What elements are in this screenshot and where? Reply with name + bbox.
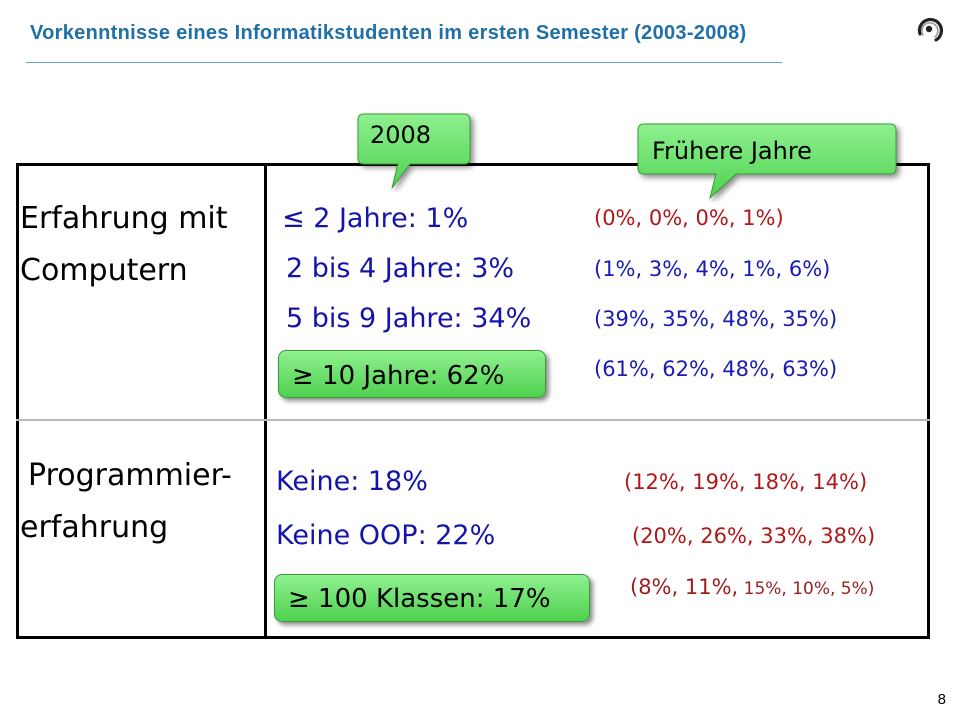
programming-exp-row-2-label: Keine OOP: 22% <box>276 520 496 551</box>
slide-title: Vorkenntnisse eines Informatikstudenten … <box>30 22 747 44</box>
computer-exp-row-1-earlier: (0%, 0%, 0%, 1%) <box>594 206 784 230</box>
callout-2008 <box>357 113 471 189</box>
programming-exp-row-2-earlier: (20%, 26%, 33%, 38%) <box>632 524 876 548</box>
programming-exp-row-1-earlier: (12%, 19%, 18%, 14%) <box>624 470 868 494</box>
computer-exp-row-4-label: ≥ 10 Jahre: 62% <box>292 361 505 391</box>
logo-icon <box>917 17 944 42</box>
programming-exp-row-1-label: Keine: 18% <box>276 466 428 497</box>
computer-exp-row-3-label: 5 bis 9 Jahre: 34% <box>286 303 532 334</box>
programming-experience-header: Programmier- erfahrung <box>20 458 232 545</box>
computer-exp-row-3-earlier: (39%, 35%, 48%, 35%) <box>594 307 838 331</box>
computer-exp-row-4-earlier: (61%, 62%, 48%, 63%) <box>594 357 838 381</box>
column-divider <box>264 163 267 639</box>
programming-exp-row-3-earlier: (8%, 11%, 15%, 10%, 5%) <box>630 575 875 599</box>
computer-exp-row-2-earlier: (1%, 3%, 4%, 1%, 6%) <box>594 257 831 281</box>
computer-experience-header: Erfahrung mit Computern <box>20 201 228 288</box>
title-divider <box>26 62 782 63</box>
highlight-100-classes <box>274 574 590 622</box>
callout-earlier-years <box>637 123 897 200</box>
highlight-10-years <box>278 350 546 398</box>
computer-exp-row-2-label: 2 bis 4 Jahre: 3% <box>286 253 515 284</box>
page-number: 8 <box>937 691 946 708</box>
callout-earlier-years-label: Frühere Jahre <box>652 137 812 165</box>
row-divider <box>16 419 930 421</box>
programming-exp-row-3-label: ≥ 100 Klassen: 17% <box>288 584 551 614</box>
computer-exp-row-1-label: ≤ 2 Jahre: 1% <box>282 203 469 234</box>
callout-2008-label: 2008 <box>370 121 432 149</box>
experience-table <box>16 163 930 639</box>
